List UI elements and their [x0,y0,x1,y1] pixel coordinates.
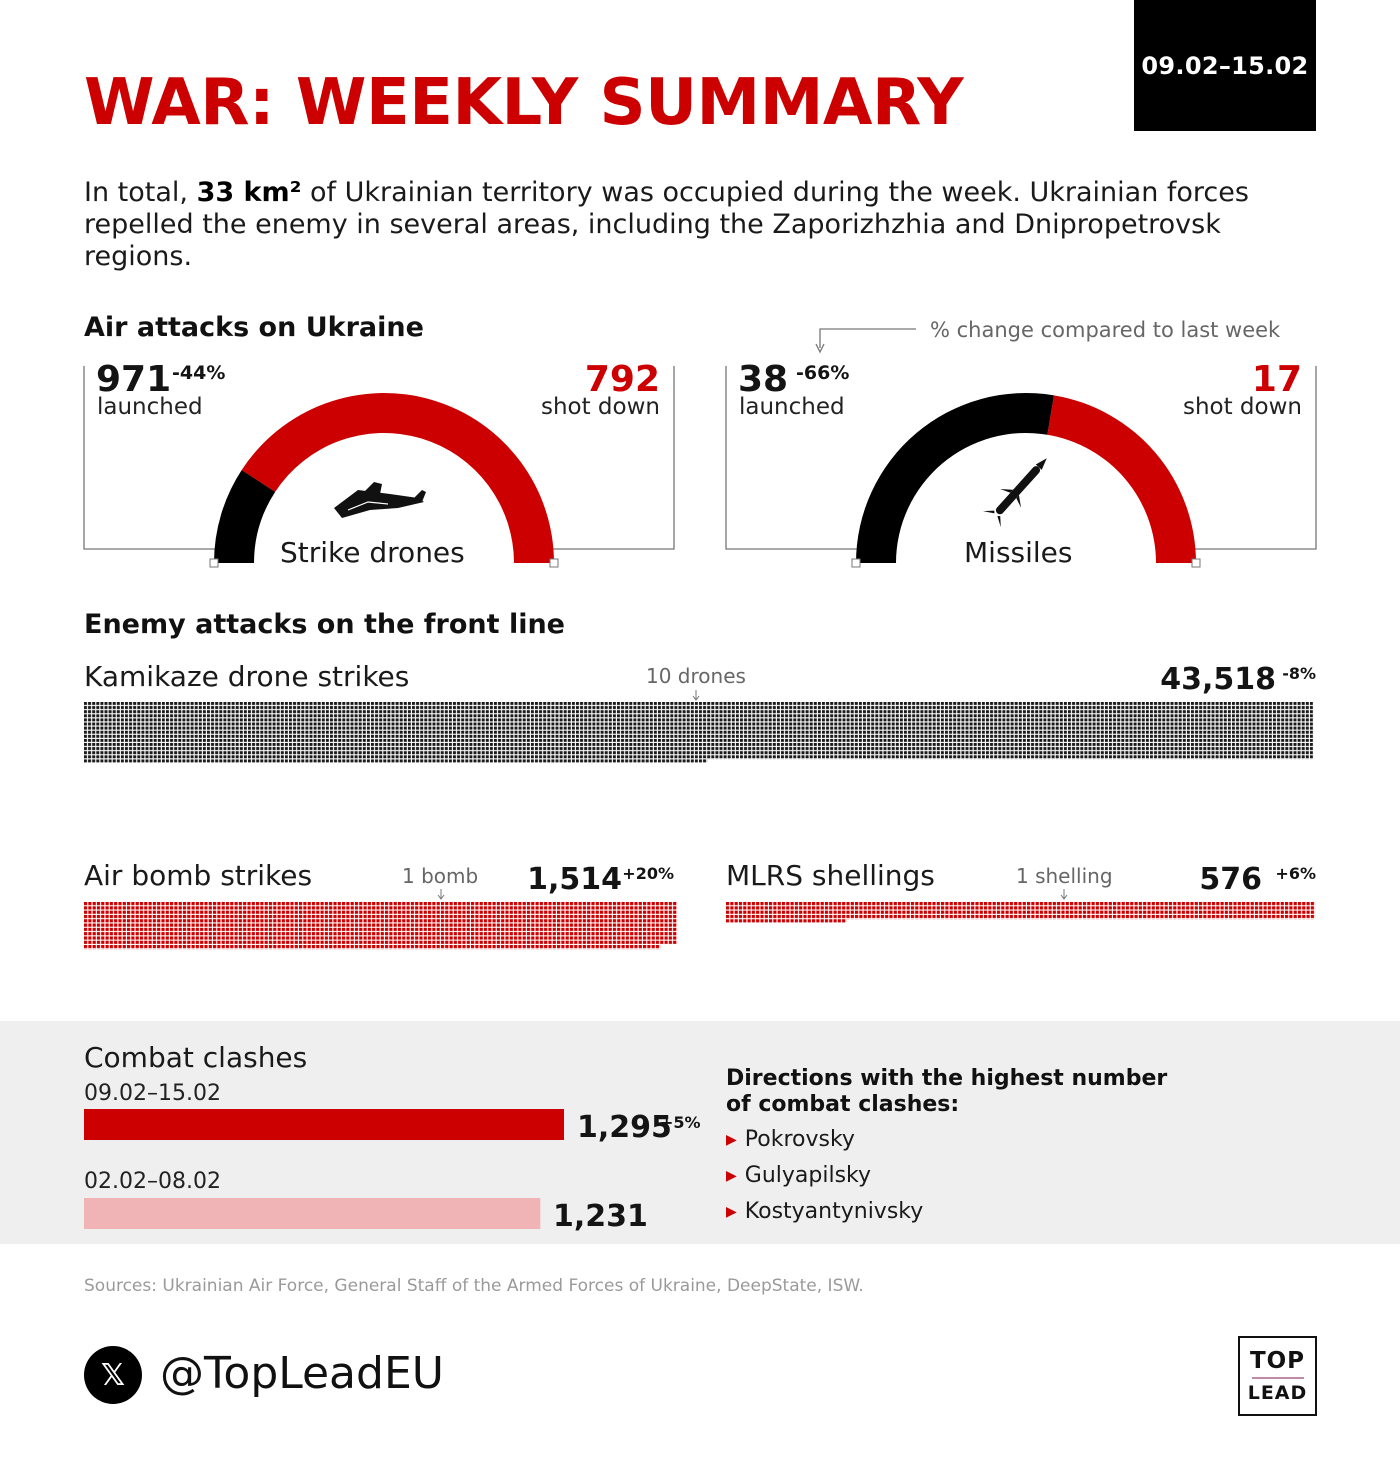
social-handle[interactable]: @TopLeadEU [160,1348,444,1399]
kamikaze-value: 43,518 [1160,662,1276,697]
drones-launched-change: -44% [172,362,226,384]
mlrs-dot-grid [726,902,1316,924]
missiles-launched-label: launched [739,394,845,420]
gauge-not-shot-down-arc [856,393,1054,563]
dot-grid-partial-row [84,945,661,950]
intro-highlight: 33 km² [196,177,302,208]
combat-heading: Combat clashes [84,1041,308,1074]
front-line-dots [84,690,1316,950]
gauge-left-marker [851,558,861,568]
air-bomb-label: Air bomb strikes [84,859,313,892]
mlrs-change: +6% [1275,864,1316,883]
drones-launched-value: 971 [96,359,172,400]
combat-bar [84,1109,564,1140]
combat-current-period: 09.02–15.02 [84,1081,221,1106]
drones-launched-label: launched [97,394,203,420]
directions-title: Directions with the highest number of co… [726,1066,1168,1117]
list-item: ▶ Pokrovsky [726,1127,855,1152]
missile-icon [982,458,1047,528]
kamikaze-dot-grid [84,702,1314,764]
logo-bottom: LEAD [1247,1382,1308,1404]
gauge-right-marker [1191,558,1201,568]
drones-name: Strike drones [280,536,465,569]
dot-grid-partial-row [84,759,708,764]
dot-grid-full-rows [726,902,1316,920]
kamikaze-change: -8% [1282,664,1316,683]
missiles-shot-label: shot down [1182,394,1302,420]
air-bomb-change: +20% [622,864,674,883]
missiles-gauge [851,393,1201,568]
missiles-shot-value: 17 [1251,359,1302,400]
mlrs-value: 576 [1199,862,1262,897]
logo-divider [1251,1377,1304,1379]
drones-shot-label: shot down [540,394,660,420]
combat-current-change: +5% [660,1113,701,1132]
air-attacks-chart [83,328,1317,568]
drones-gauge [209,393,559,568]
bullet-triangle-icon: ▶ [726,1168,737,1184]
mlrs-unit-note: 1 shelling [1016,864,1113,888]
toplead-logo: TOP LEAD [1238,1336,1317,1416]
gauge-right-marker [549,558,559,568]
intro-text: In total, 33 km² of Ukrainian territory … [84,177,1304,273]
intro-suffix: of Ukrainian territory was occupied duri… [84,177,1249,272]
gauge-left-marker [209,558,219,568]
front-line-heading: Enemy attacks on the front line [84,609,565,640]
drones-frame [83,366,217,550]
combat-bar [84,1198,541,1229]
missiles-name: Missiles [964,536,1073,569]
air-bomb-value: 1,514 [527,862,622,897]
dot-grid-full-rows [84,902,678,945]
date-range-tab: 09.02–15.02 [1134,0,1316,131]
bullet-triangle-icon: ▶ [726,1132,737,1148]
combat-bar-chart [84,1109,564,1229]
dot-grid-partial-row [726,919,847,924]
combat-bars [84,1109,564,1229]
kamikaze-label: Kamikaze drone strikes [84,660,410,693]
air-bomb-pointer [437,889,445,900]
air-attacks-heading: Air attacks on Ukraine [84,312,424,343]
combat-previous-value: 1,231 [553,1199,648,1234]
mlrs-label: MLRS shellings [726,859,935,892]
air-bomb-dot-grid [84,902,678,950]
drones-frame-right [552,366,675,550]
gauge-shot-down-arc [1047,395,1196,563]
logo-top: TOP [1249,1348,1306,1374]
kamikaze-pointer [692,690,700,701]
bullet-triangle-icon: ▶ [726,1204,737,1220]
combat-previous-period: 02.02–08.02 [84,1169,221,1194]
air-bomb-unit-note: 1 bomb [402,864,479,888]
gauge-shot-down-arc [241,393,554,563]
missiles-frame [725,366,857,550]
legend-arrow [815,343,825,354]
drones-shot-value: 792 [584,359,660,400]
kamikaze-unit-note: 10 drones [646,664,746,688]
missiles-launched-value: 38 [738,359,789,400]
page-title: WAR: WEEKLY SUMMARY [84,66,964,140]
dot-grid-full-rows [84,702,1314,760]
combat-current-value: 1,295 [577,1110,672,1145]
list-item: ▶ Kostyantynivsky [726,1199,924,1224]
legend-connector [819,328,916,348]
legend-note: % change compared to last week [930,318,1281,342]
intro-prefix: In total, [84,177,197,208]
missiles-launched-change: -66% [796,362,850,384]
date-range: 09.02–15.02 [1141,51,1309,80]
x-logo-icon[interactable]: 𝕏 [84,1346,142,1404]
gauge-not-shot-down-arc [214,469,276,563]
sources-note: Sources: Ukrainian Air Force, General St… [84,1276,864,1296]
directions-list: ▶ Pokrovsky ▶ Gulyapilsky ▶ Kostyantynivsky [726,1122,923,1230]
list-item: ▶ Gulyapilsky [726,1163,872,1188]
mlrs-pointer [1060,889,1068,900]
drone-icon [334,482,426,518]
missiles-frame-right [1195,366,1317,550]
